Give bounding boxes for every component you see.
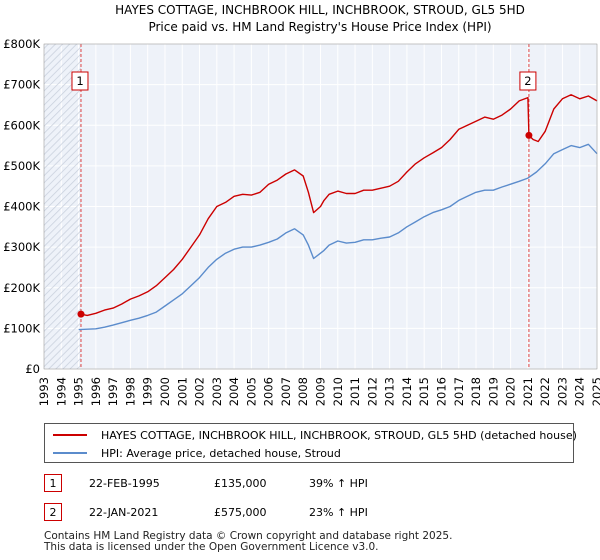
x-tick-label: 1997 bbox=[106, 377, 120, 406]
sale-price-1: £135,000 bbox=[214, 477, 267, 490]
x-tick-label: 2016 bbox=[434, 377, 448, 406]
hpi-line bbox=[78, 143, 598, 331]
x-tick-label: 2020 bbox=[504, 377, 518, 406]
legend-label-property: HAYES COTTAGE, INCHBROOK HILL, INCHBROOK… bbox=[101, 428, 577, 442]
y-tick-label: £400K bbox=[3, 200, 40, 214]
x-tick-label: 2021 bbox=[521, 377, 535, 406]
sale-date-2: 22-JAN-2021 bbox=[89, 506, 159, 519]
x-tick-label: 2011 bbox=[348, 377, 362, 406]
legend-swatch-property bbox=[53, 434, 87, 436]
y-tick-label: £200K bbox=[3, 281, 40, 295]
legend-swatch-hpi bbox=[53, 452, 87, 454]
price-chart: HAYES COTTAGE, INCHBROOK HILL, INCHBROOK… bbox=[3, 3, 600, 406]
x-tick-label: 2010 bbox=[331, 377, 345, 406]
x-tick-label: 2025 bbox=[590, 377, 600, 406]
sale-hpi-1: 39% ↑ HPI bbox=[309, 477, 368, 490]
property-price-line bbox=[80, 94, 598, 317]
x-tick-label: 2000 bbox=[158, 377, 172, 406]
x-tick-label: 2002 bbox=[193, 377, 207, 406]
x-tick-label: 2003 bbox=[210, 377, 224, 406]
y-tick-label: £100K bbox=[3, 321, 40, 335]
x-tick-label: 1993 bbox=[37, 377, 51, 406]
x-tick-label: 2019 bbox=[486, 377, 500, 406]
x-tick-label: 2024 bbox=[573, 377, 587, 406]
sale-price-2: £575,000 bbox=[214, 506, 267, 519]
y-tick-label: £700K bbox=[3, 78, 40, 92]
legend-label-hpi: HPI: Average price, detached house, Stro… bbox=[101, 446, 341, 460]
x-tick-label: 2007 bbox=[279, 377, 293, 406]
sale-marker-1: 1 bbox=[44, 474, 62, 492]
y-tick-label: £0 bbox=[25, 362, 40, 376]
x-tick-label: 2004 bbox=[227, 377, 241, 406]
chart-title: HAYES COTTAGE, INCHBROOK HILL, INCHBROOK… bbox=[115, 3, 525, 17]
sale-1-label-box bbox=[71, 71, 89, 91]
x-tick-label: 2001 bbox=[175, 377, 189, 406]
x-tick-label: 2015 bbox=[417, 377, 431, 406]
legend-item-hpi: HPI: Average price, detached house, Stro… bbox=[53, 444, 341, 462]
x-tick-label: 2018 bbox=[469, 377, 483, 406]
x-tick-label: 2012 bbox=[365, 377, 379, 406]
x-tick-label: 2017 bbox=[452, 377, 466, 406]
sale-2-label: 2 bbox=[524, 74, 531, 88]
chart-subtitle: Price paid vs. HM Land Registry's House … bbox=[148, 20, 491, 34]
x-tick-label: 1994 bbox=[54, 377, 68, 406]
x-tick-label: 2006 bbox=[262, 377, 276, 406]
chart-legend: HAYES COTTAGE, INCHBROOK HILL, INCHBROOK… bbox=[44, 423, 577, 463]
sale-1-point bbox=[77, 310, 85, 318]
y-tick-label: £800K bbox=[3, 37, 40, 51]
x-tick-label: 2013 bbox=[383, 377, 397, 406]
sale-marker-2: 2 bbox=[44, 503, 62, 521]
legend-item-property: HAYES COTTAGE, INCHBROOK HILL, INCHBROOK… bbox=[53, 426, 577, 444]
sale-1-label: 1 bbox=[76, 74, 83, 88]
x-tick-label: 2023 bbox=[555, 377, 569, 406]
x-tick-label: 1998 bbox=[123, 377, 137, 406]
sale-2-label-box bbox=[519, 71, 537, 91]
x-tick-label: 2022 bbox=[538, 377, 552, 406]
footer-attribution: Contains HM Land Registry data © Crown c… bbox=[44, 531, 452, 553]
x-tick-label: 1996 bbox=[89, 377, 103, 406]
x-tick-label: 1995 bbox=[72, 377, 86, 406]
pre-data-hatch bbox=[44, 44, 81, 369]
y-tick-label: £500K bbox=[3, 159, 40, 173]
plot-border bbox=[43, 43, 598, 370]
x-tick-label: 2008 bbox=[296, 377, 310, 406]
x-tick-label: 2009 bbox=[314, 377, 328, 406]
x-tick-label: 1999 bbox=[141, 377, 155, 406]
sale-date-1: 22-FEB-1995 bbox=[89, 477, 160, 490]
sale-2-point bbox=[525, 131, 533, 139]
y-tick-label: £300K bbox=[3, 240, 40, 254]
footer-line-2: This data is licensed under the Open Gov… bbox=[44, 541, 379, 553]
x-tick-label: 2014 bbox=[400, 377, 414, 406]
y-tick-label: £600K bbox=[3, 118, 40, 132]
sale-hpi-2: 23% ↑ HPI bbox=[309, 506, 368, 519]
footer-line-1: Contains HM Land Registry data © Crown c… bbox=[44, 530, 453, 542]
x-tick-label: 2005 bbox=[244, 377, 258, 406]
